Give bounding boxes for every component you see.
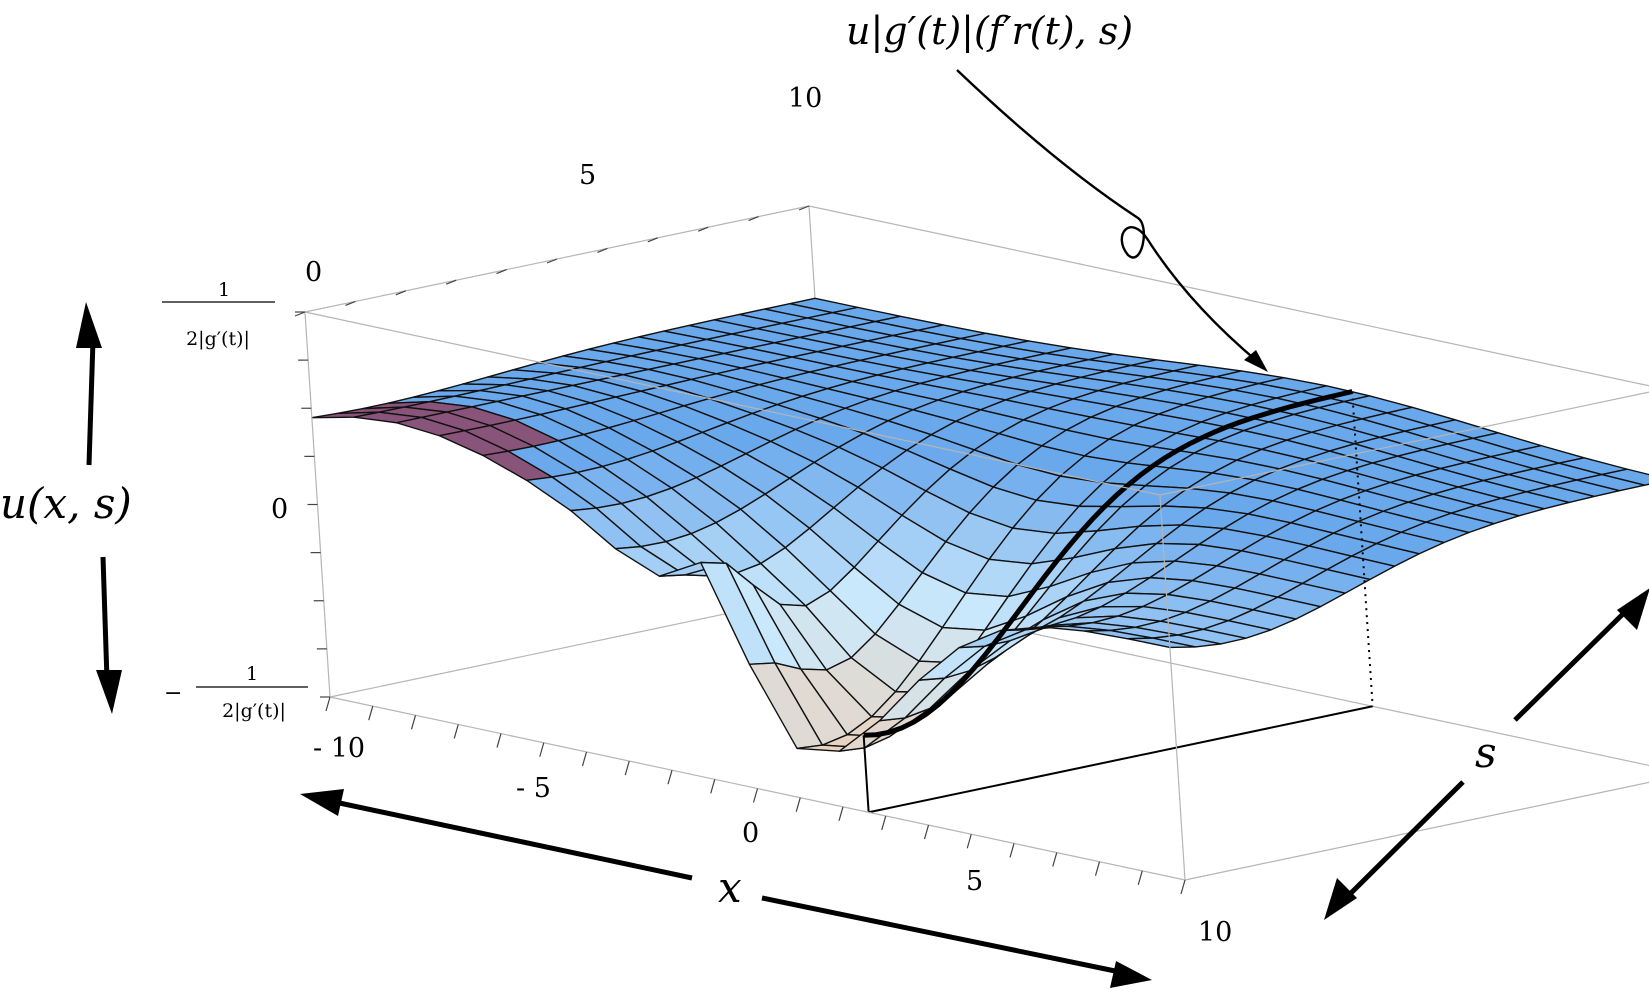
box-edge-back bbox=[808, 205, 1649, 387]
x-tick-mark bbox=[667, 770, 673, 785]
x-tick-mark bbox=[1137, 870, 1143, 886]
slice-annotation: u|g′(t)|(f′r(t), s) bbox=[846, 9, 1133, 53]
x-tick-label: 10 bbox=[1198, 917, 1232, 948]
x-tick-mark bbox=[966, 834, 972, 849]
slice-floor-line bbox=[868, 705, 1373, 814]
x-axis-label: x bbox=[718, 863, 742, 912]
s-tick-mark bbox=[798, 205, 810, 211]
s-tick-mark bbox=[647, 237, 659, 243]
surface-facet bbox=[1126, 637, 1197, 649]
x-tick-mark bbox=[1052, 852, 1058, 867]
x-tick-mark bbox=[881, 815, 887, 831]
axis-ticks bbox=[294, 205, 1186, 895]
s-tick-mark bbox=[395, 290, 407, 296]
slice-drop-line bbox=[862, 735, 870, 813]
box-edge-front bbox=[1159, 494, 1186, 881]
u-tick-label-zero: 0 bbox=[271, 494, 288, 525]
svg-text:1: 1 bbox=[218, 279, 230, 301]
svg-text:−: − bbox=[164, 681, 182, 706]
x-tick-mark bbox=[710, 779, 716, 794]
s-tick-mark bbox=[748, 216, 759, 222]
u-tick-label-upper: 1 2|g′(t)| bbox=[162, 279, 275, 350]
x-tick-mark bbox=[581, 751, 588, 767]
x-tick-mark bbox=[496, 733, 502, 748]
x-tick-mark bbox=[453, 724, 459, 739]
s-tick-label: 5 bbox=[579, 160, 596, 191]
s-tick-mark bbox=[546, 258, 558, 264]
svg-text:1: 1 bbox=[246, 663, 258, 685]
u-tick-label-lower: − 1 2|g′(t)| bbox=[164, 663, 308, 722]
annotation-leader bbox=[956, 69, 1259, 363]
x-tick-mark bbox=[539, 742, 545, 757]
x-tick-mark bbox=[752, 788, 759, 803]
u-axis-label: u(x, s) bbox=[0, 479, 132, 528]
x-tick-mark bbox=[838, 806, 844, 821]
s-tick-mark bbox=[496, 269, 507, 275]
x-tick-mark bbox=[923, 824, 930, 840]
box-edge-front bbox=[304, 311, 1161, 496]
svg-text:2|g′(t)|: 2|g′(t)| bbox=[186, 328, 250, 350]
s-tick-mark bbox=[445, 279, 457, 285]
x-tick-mark bbox=[1094, 861, 1101, 876]
x-tick-mark bbox=[1009, 843, 1015, 858]
box-edge-front bbox=[1184, 781, 1649, 881]
s-tick-label: 0 bbox=[305, 257, 322, 288]
annotation-arrowhead bbox=[1244, 350, 1268, 372]
s-direction-arrow bbox=[1324, 588, 1649, 920]
u-direction-arrow bbox=[76, 302, 122, 714]
s-tick-mark bbox=[697, 226, 709, 232]
s-tick-mark bbox=[294, 311, 306, 317]
box-edge-front bbox=[1159, 391, 1649, 496]
surface-mesh bbox=[311, 297, 1649, 752]
x-tick-mark bbox=[410, 715, 417, 730]
x-tick-label: 5 bbox=[966, 866, 983, 897]
s-axis-label: s bbox=[1475, 728, 1497, 777]
highlighted-slice-curve bbox=[863, 389, 1353, 738]
svg-text:2|g′(t)|: 2|g′(t)| bbox=[222, 700, 286, 722]
highlighted-slice bbox=[862, 389, 1374, 814]
x-direction-arrow bbox=[300, 789, 1152, 988]
x-tick-label: 0 bbox=[742, 818, 759, 849]
s-tick-label: 10 bbox=[788, 83, 822, 114]
x-tick-label: - 5 bbox=[516, 773, 551, 804]
x-tick-mark bbox=[325, 696, 331, 712]
x-tick-mark bbox=[795, 797, 801, 812]
x-tick-mark bbox=[368, 705, 374, 721]
x-tick-label: - 10 bbox=[313, 733, 365, 764]
x-tick-mark bbox=[1180, 879, 1186, 895]
s-tick-mark bbox=[345, 300, 356, 306]
x-tick-mark bbox=[624, 760, 630, 776]
s-tick-mark bbox=[597, 247, 608, 253]
